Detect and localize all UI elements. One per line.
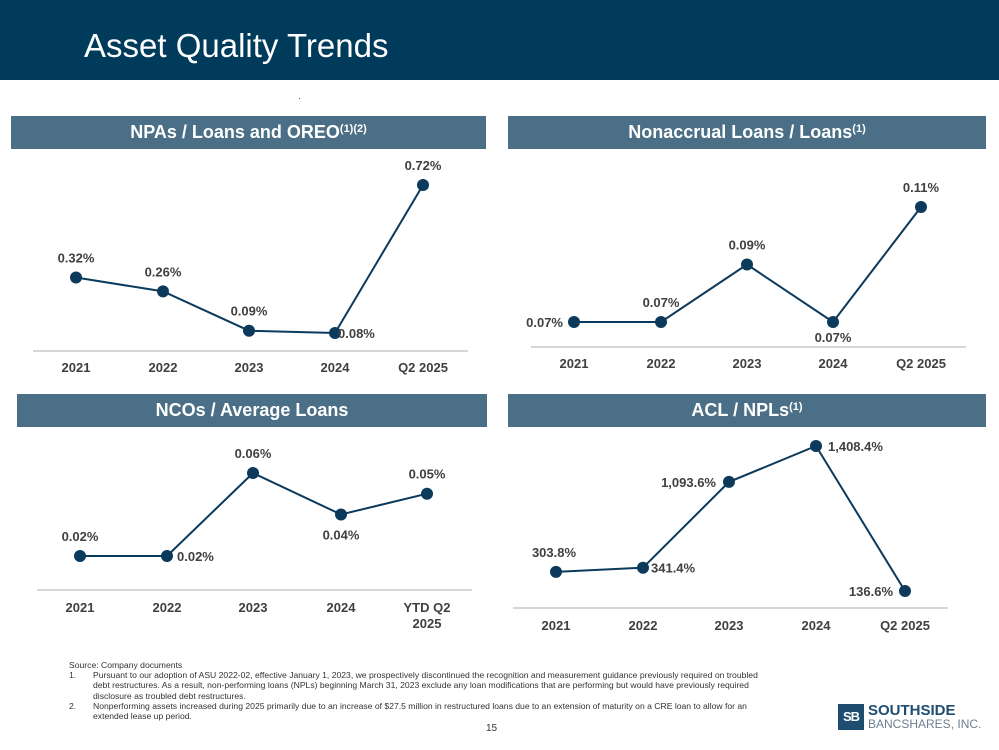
x-tick-label: 2023	[733, 356, 762, 371]
data-point	[329, 327, 341, 339]
logo-name: SOUTHSIDE	[868, 702, 956, 719]
data-label: 0.02%	[62, 529, 99, 544]
x-tick-label: 2024	[819, 356, 849, 371]
x-tick-label: YTD Q2 2025	[404, 600, 451, 631]
footnotes: Source: Company documents 1. Pursuant to…	[69, 660, 769, 721]
data-label: 0.09%	[231, 304, 268, 319]
data-label: 0.04%	[323, 528, 360, 543]
x-tick-label: 2024	[327, 600, 357, 615]
data-label: 136.6%	[849, 584, 894, 599]
logo-subname: BANCSHARES, INC.	[868, 717, 982, 731]
data-point	[915, 201, 927, 213]
data-label: 0.07%	[643, 295, 680, 310]
data-point	[810, 440, 822, 452]
chart-title-ncos: NCOs / Average Loans	[17, 394, 487, 427]
x-tick-label: 2024	[802, 618, 832, 633]
data-point	[827, 316, 839, 328]
data-label: 303.8%	[532, 545, 577, 560]
data-point	[655, 316, 667, 328]
x-tick-label: Q2 2025	[896, 356, 946, 371]
chart-acl-npls: 303.8% 341.4% 1,093.6% 1,408.4% 136.6% 2021 20…	[513, 439, 948, 633]
x-tick-label: 2021	[66, 600, 95, 615]
series-line	[555, 444, 906, 592]
chart-ncos-average-loans: 0.02% 0.02% 0.06% 0.04% 0.05% 2021 2022 2023 202…	[37, 446, 472, 631]
data-point	[417, 179, 429, 191]
series-line	[80, 471, 428, 557]
chart-npas-loans-oreo: 0.32% 0.26% 0.09% 0.08% 0.72% 2021 2022 2023 202…	[33, 158, 468, 375]
data-label: 0.72%	[405, 158, 442, 173]
data-label: 0.32%	[58, 251, 95, 266]
chart-title-acl: ACL / NPLs(1)	[508, 394, 986, 427]
data-label: 0.05%	[409, 467, 446, 482]
data-point	[157, 285, 169, 298]
x-tick-label: 2021	[542, 618, 571, 633]
x-tick-label: 2022	[153, 600, 182, 615]
data-point	[161, 550, 173, 562]
data-point	[899, 585, 911, 597]
data-label: 0.07%	[526, 315, 563, 330]
x-tick-label: 2024	[321, 360, 351, 375]
logo-mark-icon: SB	[838, 703, 864, 730]
company-logo: SB SOUTHSIDE BANCSHARES, INC.	[838, 703, 981, 730]
footnote-2: 2. Nonperforming assets increased during…	[69, 700, 747, 722]
data-label: 0.11%	[903, 180, 940, 195]
data-label: 0.06%	[235, 446, 272, 461]
data-point	[568, 316, 580, 328]
chart-title-npas: NPAs / Loans and OREO(1)(2)	[11, 116, 486, 149]
x-tick-label: 2022	[629, 618, 658, 633]
chart-nonaccrual-loans: 0.07% 0.07% 0.09% 0.07% 0.11% 2021 2022 2023 202…	[526, 180, 966, 371]
data-point	[741, 258, 753, 271]
x-tick-label: 2023	[715, 618, 744, 633]
page-number: 15	[486, 723, 498, 734]
stray-mark	[299, 98, 300, 99]
data-label: 0.02%	[177, 549, 214, 564]
x-tick-label: 2023	[239, 600, 268, 615]
data-point	[550, 565, 562, 578]
data-label: 0.09%	[729, 238, 766, 253]
data-label: 0.26%	[145, 264, 182, 279]
x-tick-label: 2021	[560, 356, 589, 371]
x-tick-label: Q2 2025	[398, 360, 448, 375]
data-point	[243, 324, 255, 337]
data-point	[637, 561, 649, 574]
header-bar: Asset Quality Trends	[0, 0, 999, 80]
data-point	[421, 487, 433, 500]
x-tick-label: 2022	[149, 360, 178, 375]
footnote-1: 1. Pursuant to our adoption of ASU 2022-…	[69, 670, 758, 701]
data-label: 341.4%	[651, 561, 696, 576]
data-label: 0.07%	[815, 330, 852, 345]
footnote-source: Source: Company documents	[69, 660, 183, 670]
data-point	[247, 467, 259, 479]
chart-title-nonaccrual: Nonaccrual Loans / Loans(1)	[508, 116, 986, 149]
data-label: 0.08%	[338, 326, 375, 341]
data-label: 1,093.6%	[661, 475, 716, 490]
x-tick-label: 2022	[647, 356, 676, 371]
page-title: Asset Quality Trends	[84, 27, 389, 64]
data-label: 1,408.4%	[828, 439, 883, 454]
data-point	[70, 271, 82, 284]
x-tick-label: 2021	[62, 360, 91, 375]
data-point	[723, 475, 735, 488]
x-tick-label: 2023	[235, 360, 264, 375]
data-point	[74, 550, 86, 562]
data-point	[335, 508, 347, 521]
x-tick-label: Q2 2025	[880, 618, 930, 633]
